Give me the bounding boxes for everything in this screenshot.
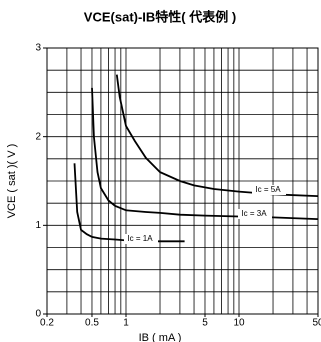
x-tick-label: 50	[312, 318, 321, 329]
x-tick-label: 10	[233, 318, 245, 329]
series-line	[115, 74, 319, 197]
series-line	[91, 87, 319, 220]
series-label: Ic = 3A	[241, 209, 267, 218]
chart-title: VCE(sat)-IB特性( 代表例 )	[84, 9, 236, 24]
y-tick-label: 1	[35, 220, 41, 231]
y-tick-label: 0	[35, 309, 41, 320]
y-tick-label: 2	[35, 131, 41, 142]
series-label: Ic = 5A	[255, 185, 281, 194]
series-label-bg	[252, 185, 286, 195]
y-tick-label: 3	[35, 43, 41, 54]
x-axis-label: IB ( mA )	[139, 332, 182, 342]
y-axis-label: VCE ( sat )( V )	[6, 144, 18, 219]
x-tick-label: 5	[202, 318, 208, 329]
series-label-bg	[124, 234, 158, 244]
series-label-bg	[238, 209, 272, 219]
x-tick-label: 1	[123, 318, 129, 329]
x-tick-label: 0.5	[85, 318, 99, 329]
series-label: Ic = 1A	[127, 234, 153, 243]
x-tick-label: 0.2	[40, 318, 54, 329]
plot-frame	[46, 47, 319, 315]
